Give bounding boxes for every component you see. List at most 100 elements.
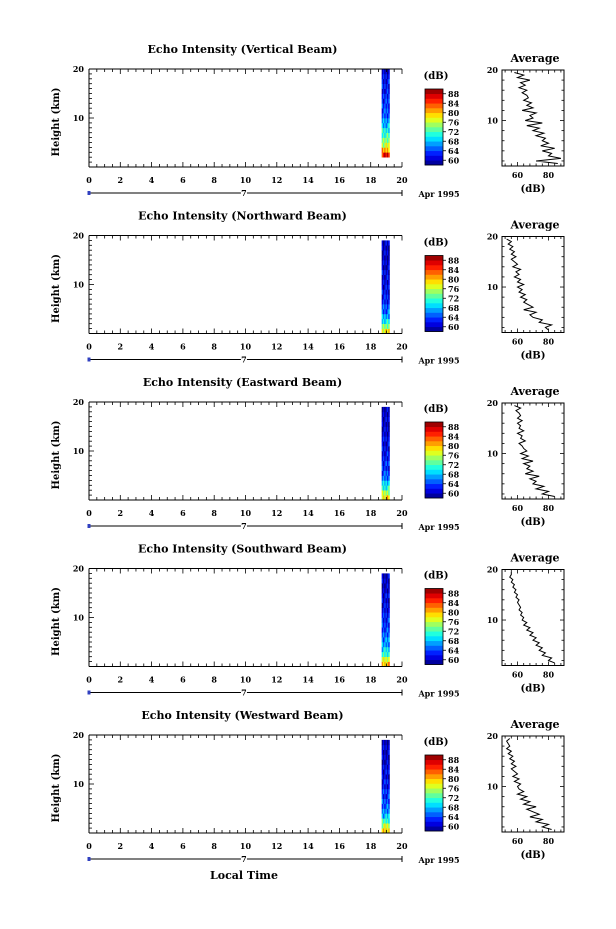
average-x-label: (dB): [521, 850, 546, 861]
heatmap-cell: [388, 73, 390, 80]
colorbar-band: [425, 293, 443, 299]
heatmap-cell: [388, 416, 390, 422]
heatmap-cell: [385, 622, 388, 628]
heatmap-cell: [385, 646, 388, 653]
x-tick-label: 4: [149, 675, 155, 685]
heatmap-cell: [386, 118, 389, 124]
day-label: 7: [241, 521, 247, 531]
colorbar-tick-label: 64: [448, 146, 460, 156]
date-bar-start-marker: [87, 690, 91, 695]
heatmap-cell: [382, 279, 385, 285]
heatmap-cell: [386, 103, 389, 109]
heatmap-cell: [384, 318, 386, 324]
heatmap-cell: [388, 426, 390, 432]
heatmap-cell: [382, 446, 385, 452]
average-frame: [501, 402, 565, 500]
heatmap-cell: [381, 279, 384, 285]
heatmap-cell: [388, 597, 390, 604]
x-tick-label: 10: [240, 675, 252, 685]
heatmap-cell: [384, 294, 386, 300]
heatmap-cell: [386, 147, 389, 153]
heatmap-cell: [382, 764, 385, 770]
heatmap-cell: [388, 240, 390, 246]
heatmap-cell: [384, 769, 386, 775]
heatmap-cell: [388, 828, 390, 834]
colorbar-band: [425, 593, 443, 599]
heatmap-cell: [384, 607, 386, 613]
x-tick-label: 14: [303, 508, 315, 518]
heatmap-cell: [384, 465, 386, 471]
heatmap-cell: [382, 485, 385, 491]
heatmap-cell: [385, 451, 388, 457]
x-tick-label: 12: [271, 508, 282, 518]
heatmap-cell: [384, 455, 386, 462]
heatmap-cell: [388, 651, 390, 657]
date-label: Apr 1995: [417, 522, 459, 532]
heatmap-cell: [382, 323, 385, 329]
heatmap-cell: [386, 127, 389, 133]
average-x-tick-label: 60: [512, 170, 524, 180]
heatmap-cell: [388, 764, 390, 770]
heatmap-cell: [385, 784, 388, 790]
heatmap-cell: [385, 108, 388, 114]
x-tick-label: 16: [334, 508, 346, 518]
heatmap-cell: [385, 455, 388, 462]
colorbar-band: [425, 778, 443, 784]
average-profile-line: [505, 738, 552, 830]
heatmap-cell: [385, 309, 388, 315]
colorbar-tick-label: 72: [448, 793, 459, 803]
heatmap-cell: [382, 803, 385, 809]
heatmap-cell: [384, 137, 386, 143]
heatmap-cell: [384, 759, 386, 765]
heatmap-cell: [384, 255, 386, 261]
colorbar-tick-label: 84: [448, 98, 460, 108]
heatmap-cell: [386, 627, 389, 633]
heatmap-cell: [386, 137, 389, 143]
heatmap-cell: [381, 93, 384, 99]
heatmap-cell: [386, 299, 389, 305]
heatmap-cell: [381, 490, 384, 496]
colorbar-band: [425, 655, 443, 661]
heatmap-cell: [385, 137, 388, 143]
heatmap-cell: [385, 779, 388, 785]
colorbar-label: (dB): [424, 571, 449, 582]
heatmap-cell: [385, 573, 388, 579]
colorbar-band: [425, 821, 443, 827]
heatmap-cell: [382, 651, 385, 657]
y-axis-label: Height (km): [51, 254, 62, 323]
heatmap-cell: [384, 147, 386, 153]
heatmap-cell: [381, 147, 384, 153]
heatmap-cell: [381, 294, 384, 300]
heatmap-cell: [388, 622, 390, 628]
date-bar-gap: [240, 191, 247, 195]
heatmap-cell: [384, 617, 386, 623]
heatmap-cell: [386, 764, 389, 770]
heatmap-cell: [384, 779, 386, 785]
x-tick-label: 14: [303, 175, 315, 185]
heatmap-cell: [382, 475, 385, 481]
heatmap-cell: [386, 573, 389, 579]
x-tick-label: 18: [365, 841, 377, 851]
x-tick-label: 20: [396, 342, 408, 352]
heatmap-cell: [384, 304, 386, 310]
heatmap-cell: [381, 406, 384, 413]
colorbar-band: [425, 146, 443, 152]
colorbar-tick-label: 76: [448, 284, 460, 294]
x-tick-label: 0: [86, 342, 92, 352]
heatmap-cell: [382, 309, 385, 315]
heatmap-cell: [386, 642, 389, 648]
heatmap-cell: [382, 632, 385, 638]
heatmap-cell: [381, 451, 384, 457]
heatmap-cell: [388, 441, 390, 447]
x-tick-label: 12: [271, 342, 282, 352]
heatmap-cell: [382, 754, 385, 760]
heatmap-cell: [385, 279, 388, 285]
heatmap-cell: [388, 446, 390, 452]
heatmap-cell: [388, 784, 390, 790]
heatmap-cell: [385, 798, 388, 804]
heatmap-cell: [382, 313, 385, 320]
heatmap-cell: [381, 416, 384, 422]
heatmap-cell: [386, 490, 389, 496]
heatmap-cell: [385, 426, 388, 432]
colorbar-tick-label: 84: [448, 265, 460, 275]
